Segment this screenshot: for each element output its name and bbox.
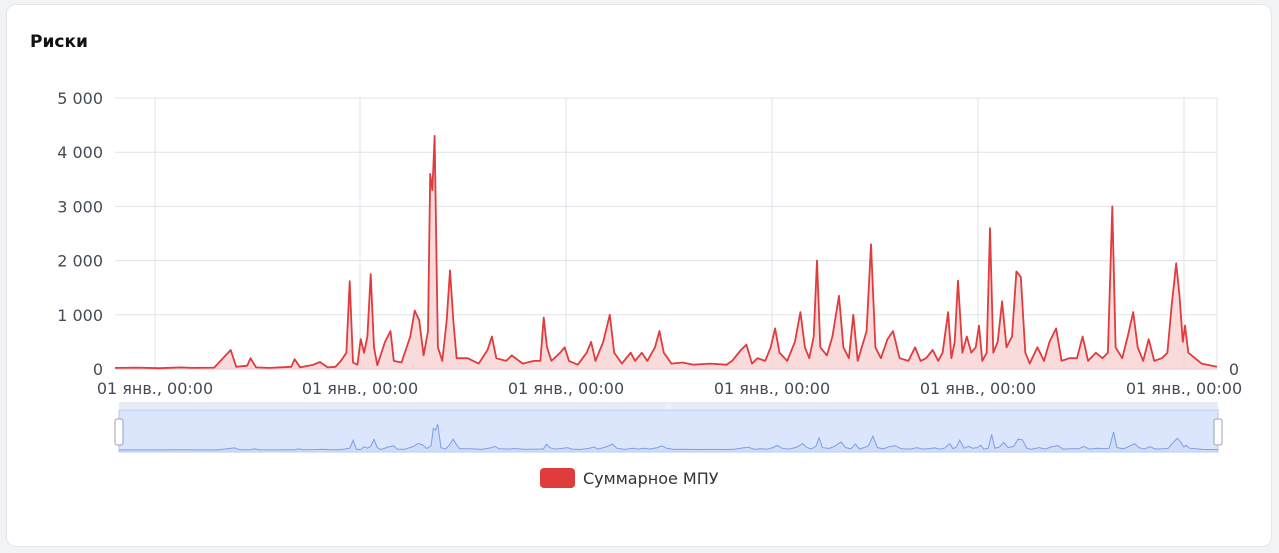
zoom-slider[interactable]: ||| <box>114 402 1223 453</box>
series-line <box>114 135 1218 370</box>
zoom-window[interactable] <box>118 409 1219 453</box>
y-tick-label: 4 000 <box>57 143 103 162</box>
x-tick-label: 01 янв., 00:00 <box>302 379 418 398</box>
x-tick-label: 01 янв., 00:00 <box>97 379 213 398</box>
zoom-drag-bar[interactable] <box>119 402 1218 409</box>
chart-grid <box>115 97 1218 370</box>
legend-label: Суммарное МПУ <box>583 468 719 488</box>
y-tick-label: 2 000 <box>57 252 103 271</box>
x-tick-label: 01 янв., 00:00 <box>508 379 624 398</box>
x-tick-label: 01 янв., 00:00 <box>1126 379 1242 398</box>
y-tick-label: 1 000 <box>57 306 103 325</box>
chart-card: Риски <box>6 4 1272 547</box>
card-title: Риски <box>30 32 88 52</box>
right-axis-label: 0 <box>1229 360 1239 379</box>
zoom-drag-grip[interactable]: ||| <box>665 403 672 411</box>
y-tick-label: 3 000 <box>57 197 103 216</box>
series-area <box>115 135 1217 369</box>
y-tick-label: 0 <box>93 360 103 379</box>
chart-series-layer <box>114 135 1218 370</box>
y-tick-label: 5 000 <box>57 89 103 108</box>
zoom-preview-line <box>119 424 1219 451</box>
legend[interactable]: Суммарное МПУ <box>540 468 719 488</box>
y-axis: 5 000 4 000 3 000 2 000 1 000 0 0 <box>57 89 1239 379</box>
legend-swatch <box>540 468 575 488</box>
zoom-handle-left[interactable] <box>114 418 124 446</box>
x-tick-label: 01 янв., 00:00 <box>714 379 830 398</box>
x-axis: 01 янв., 00:00 01 янв., 00:00 01 янв., 00:… <box>97 379 1242 398</box>
zoom-handle-right[interactable] <box>1213 418 1223 446</box>
x-tick-label: 01 янв., 00:00 <box>920 379 1036 398</box>
